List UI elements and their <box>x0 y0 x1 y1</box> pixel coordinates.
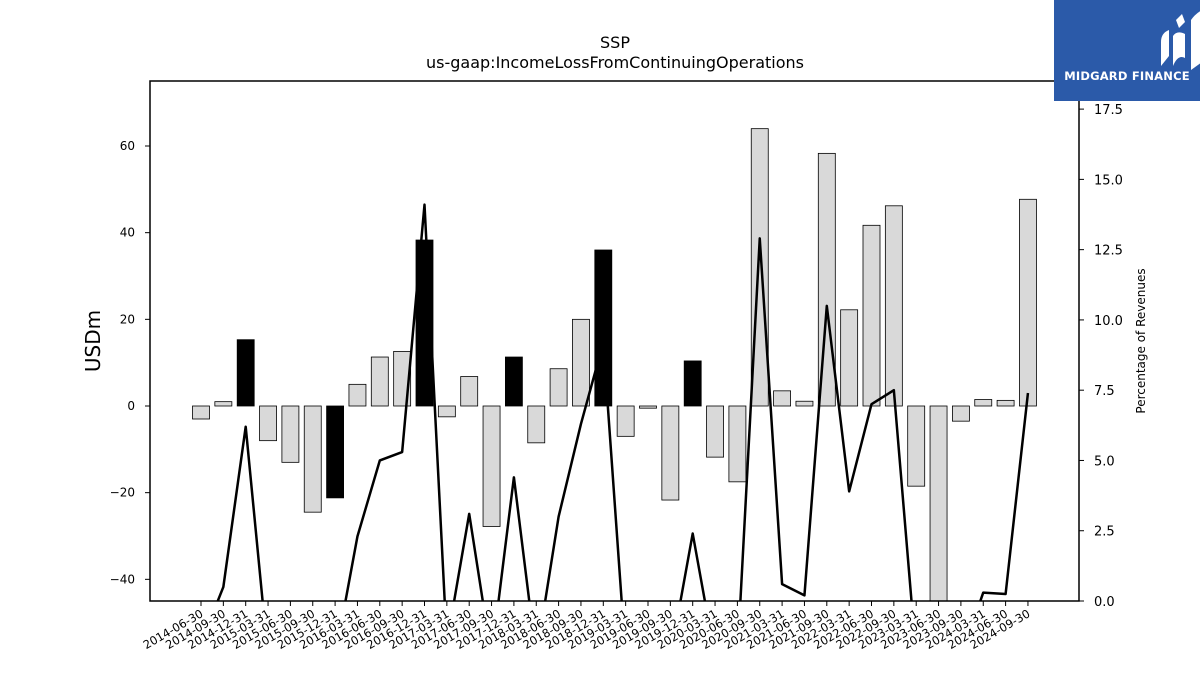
bar-2020-06-30 <box>728 405 747 483</box>
bars <box>192 128 1037 601</box>
midgard-logo-icon <box>1161 11 1200 70</box>
y2-tick-label: 5.0 <box>1094 454 1115 469</box>
bar-2018-06-30 <box>549 368 568 407</box>
plot-frame <box>149 80 1080 602</box>
revenue-percentage-line <box>216 203 1030 601</box>
y-tick-label: 60 <box>120 139 135 153</box>
bar-2014-12-31 <box>236 339 255 407</box>
bar-2016-03-31 <box>348 383 367 407</box>
y-tick-label: 0 <box>127 399 135 413</box>
bar-2015-03-31 <box>259 405 277 442</box>
bar-2022-06-30 <box>862 224 881 407</box>
bar-2023-03-31 <box>907 405 926 487</box>
y2-tick-label: 12.5 <box>1094 244 1123 259</box>
y2-tick-label: 17.5 <box>1094 103 1123 118</box>
bar-2017-09-30 <box>482 405 501 527</box>
bar-2018-03-31 <box>527 405 546 444</box>
y-tick-label: 40 <box>120 226 135 240</box>
bar-2023-06-30 <box>929 405 948 601</box>
y2-tick-label: 7.5 <box>1094 384 1115 399</box>
chart-title: SSP <box>600 33 630 52</box>
bar-2019-09-30 <box>661 405 680 501</box>
bar-2018-09-30 <box>572 318 590 407</box>
bar-2024-03-31 <box>974 399 993 407</box>
y2-tick-label: 10.0 <box>1094 314 1123 329</box>
brand-name: MIDGARD FINANCE <box>1064 69 1190 83</box>
bar-2024-06-30 <box>996 399 1015 407</box>
bar-2014-06-30 <box>192 405 210 420</box>
bar-2017-06-30 <box>460 376 479 407</box>
bar-2015-06-30 <box>281 405 300 463</box>
bar-2021-06-30 <box>795 400 814 407</box>
bar-2017-03-31 <box>437 405 456 418</box>
y2-tick-label: 15.0 <box>1094 173 1123 188</box>
bar-2018-12-31 <box>594 249 613 407</box>
bar-2019-03-31 <box>616 405 635 437</box>
bar-2021-03-31 <box>773 390 791 407</box>
y2-tick-label: 2.5 <box>1094 525 1115 540</box>
bar-2017-12-31 <box>504 356 523 407</box>
bar-2015-09-30 <box>303 405 322 513</box>
y-axis-ticks: −40 −20 0 20 40 60 <box>110 139 150 586</box>
bar-2016-06-30 <box>370 356 389 407</box>
bar-2022-03-31 <box>840 309 859 407</box>
bar-2019-12-31 <box>683 360 702 407</box>
y2-tick-label: 0.0 <box>1094 595 1115 610</box>
y2-axis-ticks: 0.0 2.5 5.0 7.5 10.0 12.5 15.0 17.5 <box>1079 103 1123 610</box>
chart-subtitle: us-gaap:IncomeLossFromContinuingOperatio… <box>426 53 804 72</box>
line-series <box>216 203 1030 601</box>
bar-2024-09-30 <box>1019 198 1037 407</box>
brand-logo: MIDGARD FINANCE <box>1054 0 1200 101</box>
bar-2020-03-31 <box>706 405 724 458</box>
bar-2015-12-31 <box>326 405 345 499</box>
y-tick-label: −40 <box>110 572 135 586</box>
bar-2014-09-30 <box>214 401 233 407</box>
x-axis-ticks: 2014-06-302014-09-302014-12-312015-03-31… <box>141 601 1032 652</box>
bar-2022-09-30 <box>884 205 903 407</box>
y2-axis-label: Percentage of Revenues <box>1134 268 1148 413</box>
y-axis-label: USDm <box>81 310 105 372</box>
bar-2019-06-30 <box>639 405 657 409</box>
y-tick-label: −20 <box>110 486 135 500</box>
y-tick-label: 20 <box>120 312 135 326</box>
bar-2023-09-30 <box>952 405 970 422</box>
